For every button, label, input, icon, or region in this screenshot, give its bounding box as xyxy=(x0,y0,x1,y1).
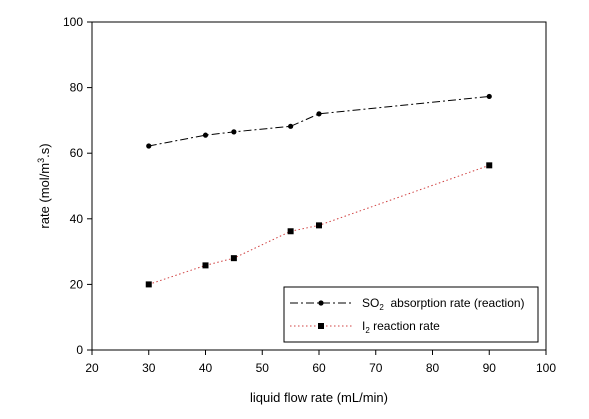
legend-label-so2: SO2 absorption rate (reaction) xyxy=(362,296,525,312)
x-tick-label: 90 xyxy=(483,361,497,375)
data-point-so2 xyxy=(146,143,152,149)
x-tick-label: 50 xyxy=(256,361,270,375)
legend-label-i2-subscript: 2 xyxy=(365,326,370,335)
data-point-so2 xyxy=(231,129,237,135)
x-tick-label: 60 xyxy=(312,361,326,375)
y-axis-ticks: 0 20 40 60 80 100 xyxy=(63,15,92,357)
y-tick-label: 20 xyxy=(70,277,84,291)
series-line-i2 xyxy=(148,164,490,285)
data-point-so2 xyxy=(288,123,294,129)
y-tick-label: 80 xyxy=(70,81,84,95)
y-tick-label: 100 xyxy=(63,15,83,29)
legend-item-so2: SO2 absorption rate (reaction) xyxy=(290,296,525,312)
data-point-i2 xyxy=(486,162,493,169)
data-point-i2 xyxy=(202,262,209,269)
data-point-i2 xyxy=(287,228,294,235)
legend-item-i2: I2 reaction rate xyxy=(290,319,440,335)
x-tick-label: 20 xyxy=(85,361,99,375)
legend: SO2 absorption rate (reaction) I2 reacti… xyxy=(283,286,539,343)
legend-label-so2-rest: absorption rate (reaction) xyxy=(384,296,525,310)
data-point-so2 xyxy=(486,93,492,100)
legend-label-so2-subscript: 2 xyxy=(379,303,384,312)
legend-label-i2-main: I xyxy=(362,319,365,333)
x-tick-label: 70 xyxy=(369,361,383,375)
data-point-so2 xyxy=(316,111,322,117)
x-tick-label: 30 xyxy=(142,361,156,375)
series-line-so2 xyxy=(148,95,490,147)
x-axis-label: liquid flow rate (mL/min) xyxy=(250,390,388,405)
legend-label-i2-rest: reaction rate xyxy=(370,319,440,333)
y-axis-label-main: rate (mol/m xyxy=(37,163,52,229)
y-tick-label: 60 xyxy=(70,146,84,160)
x-tick-label: 100 xyxy=(536,361,556,375)
y-axis-label-rest: .s) xyxy=(37,143,52,157)
data-point-so2 xyxy=(202,132,209,138)
y-axis-label: rate (mol/m3.s) xyxy=(36,143,52,228)
legend-marker-i2 xyxy=(318,323,324,329)
y-tick-label: 40 xyxy=(70,212,84,226)
legend-marker-so2 xyxy=(318,300,324,306)
legend-label-so2-main: SO xyxy=(362,296,379,310)
series-layer xyxy=(145,93,493,288)
legend-box xyxy=(283,286,539,343)
y-axis-label-superscript: 3 xyxy=(36,158,46,163)
data-point-i2 xyxy=(316,222,322,229)
legend-label-i2: I2 reaction rate xyxy=(362,319,440,335)
data-point-i2 xyxy=(145,281,152,288)
x-tick-label: 40 xyxy=(199,361,213,375)
x-tick-label: 80 xyxy=(426,361,440,375)
x-axis-ticks: 20 30 40 50 60 70 80 90 100 xyxy=(85,350,556,375)
y-tick-label: 0 xyxy=(76,343,83,357)
data-point-i2 xyxy=(230,255,237,262)
